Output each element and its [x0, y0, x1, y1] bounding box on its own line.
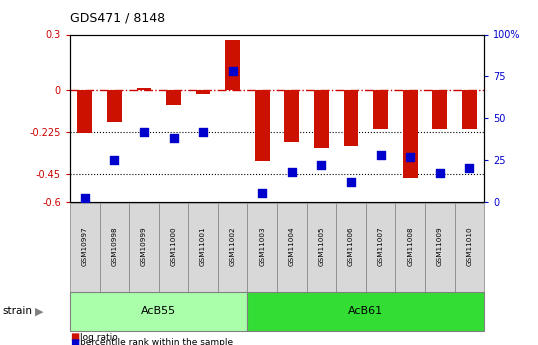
Text: GSM11009: GSM11009: [437, 227, 443, 266]
Point: [346, 179, 355, 185]
Point: [406, 154, 414, 159]
Point: [465, 166, 473, 171]
Bar: [403, 90, 417, 178]
Text: GSM11001: GSM11001: [200, 227, 206, 266]
Bar: [225, 40, 240, 90]
Text: GSM11006: GSM11006: [348, 227, 354, 266]
Point: [258, 191, 266, 196]
Text: ■: ■: [70, 338, 79, 345]
Text: GSM11005: GSM11005: [318, 227, 324, 266]
Point: [376, 152, 385, 158]
Text: GSM10998: GSM10998: [111, 227, 117, 266]
Text: strain: strain: [3, 306, 33, 316]
Text: percentile rank within the sample: percentile rank within the sample: [80, 338, 233, 345]
Bar: [255, 90, 270, 161]
Bar: [344, 90, 358, 146]
Bar: [196, 90, 210, 94]
Bar: [285, 90, 299, 142]
Bar: [462, 90, 477, 129]
Point: [317, 162, 325, 168]
Text: GDS471 / 8148: GDS471 / 8148: [70, 11, 165, 24]
Bar: [166, 90, 181, 105]
Bar: [373, 90, 388, 129]
Bar: [107, 90, 122, 122]
Text: AcB55: AcB55: [141, 306, 176, 316]
Text: AcB61: AcB61: [348, 306, 384, 316]
Text: GSM11010: GSM11010: [466, 227, 472, 266]
Text: GSM11008: GSM11008: [407, 227, 413, 266]
Text: GSM11000: GSM11000: [171, 227, 176, 266]
Text: log ratio: log ratio: [80, 333, 117, 342]
Point: [199, 129, 207, 134]
Text: ■: ■: [70, 333, 79, 342]
Point: [80, 196, 89, 201]
Text: ▶: ▶: [34, 306, 43, 316]
Bar: [314, 90, 329, 148]
Point: [287, 169, 296, 175]
Text: GSM11002: GSM11002: [230, 227, 236, 266]
Point: [139, 129, 148, 134]
Point: [169, 136, 178, 141]
Point: [435, 171, 444, 176]
Text: GSM11003: GSM11003: [259, 227, 265, 266]
Point: [228, 69, 237, 74]
Bar: [433, 90, 447, 129]
Text: GSM11004: GSM11004: [289, 227, 295, 266]
Text: GSM10997: GSM10997: [82, 227, 88, 266]
Text: GSM10999: GSM10999: [141, 227, 147, 266]
Bar: [137, 88, 151, 90]
Point: [110, 157, 118, 163]
Text: GSM11007: GSM11007: [378, 227, 384, 266]
Bar: [77, 90, 92, 133]
